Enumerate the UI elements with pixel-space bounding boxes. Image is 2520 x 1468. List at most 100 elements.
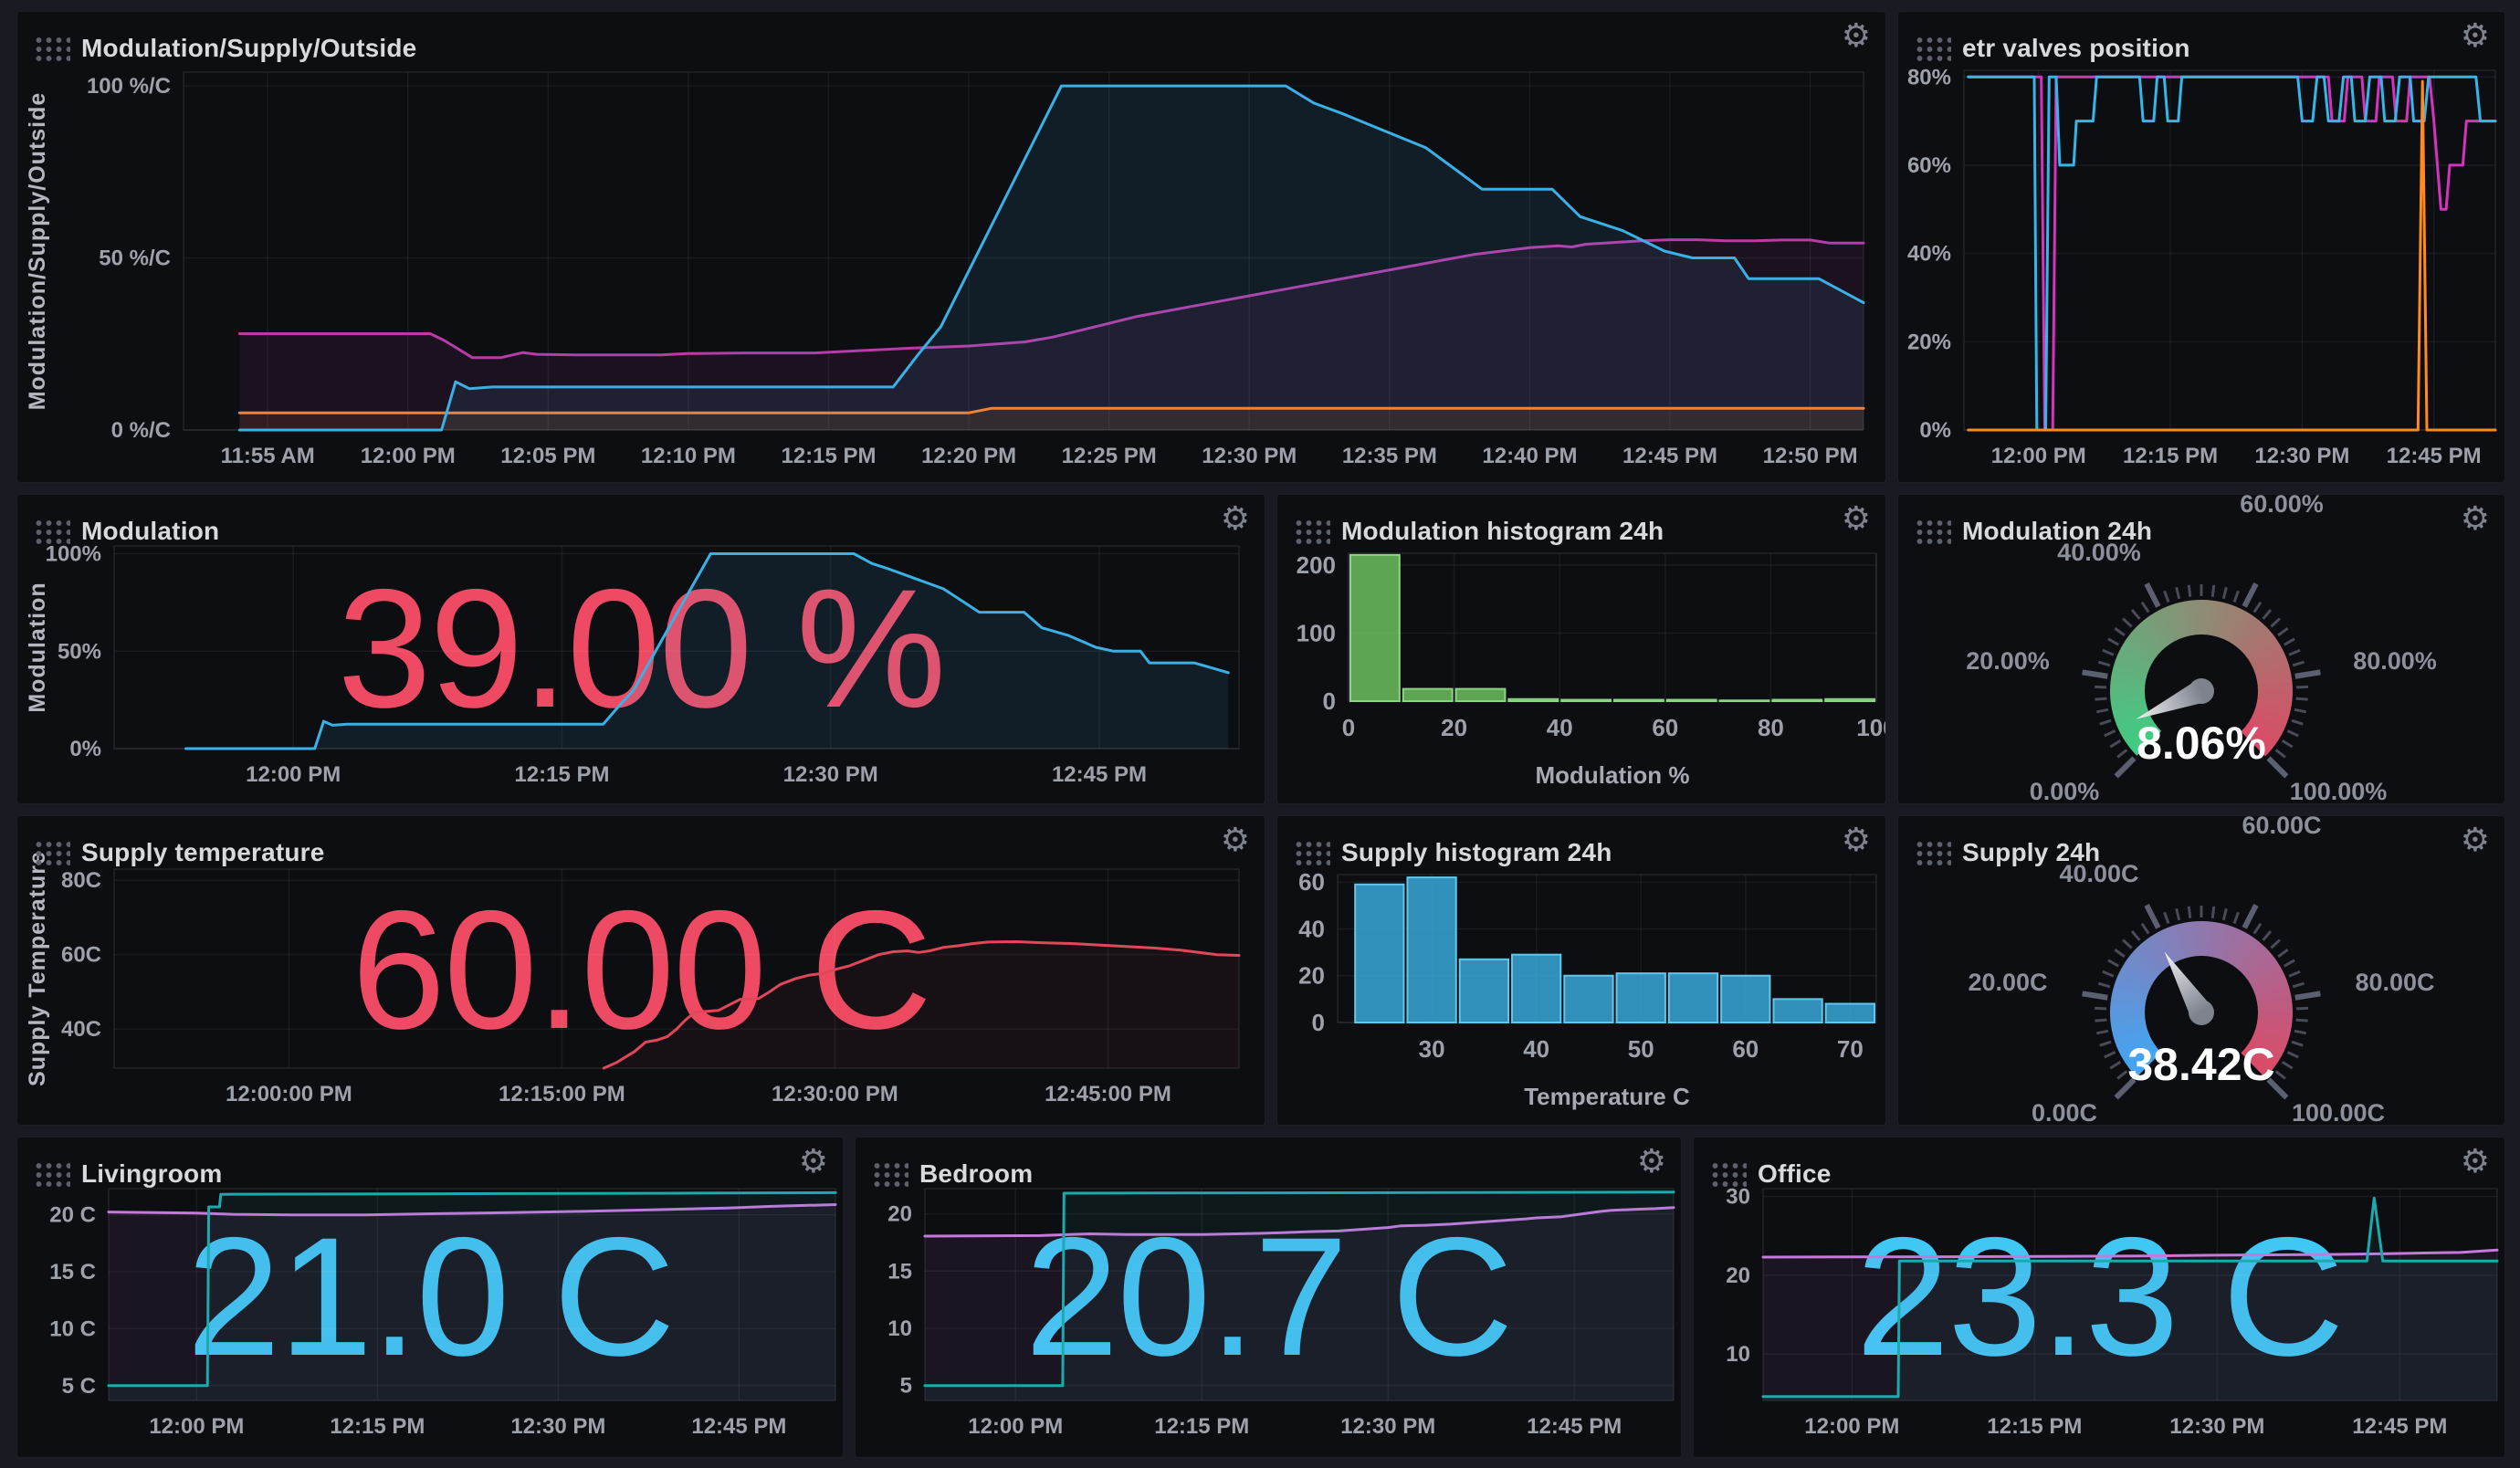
svg-text:12:15 PM: 12:15 PM [1987,1414,2082,1439]
svg-text:200: 200 [1297,551,1336,579]
drag-handle-icon[interactable] [1913,517,1951,546]
svg-text:60: 60 [1298,868,1325,896]
svg-text:30: 30 [1419,1035,1445,1063]
svg-text:70: 70 [1837,1035,1864,1063]
drag-handle-icon[interactable] [32,838,70,867]
svg-text:Modulation: Modulation [25,582,50,712]
svg-text:12:15 PM: 12:15 PM [330,1414,425,1439]
chart-office[interactable]: 12:00 PM 12:15 PM 12:30 PM 12:45 PM 10 20 30 [1694,1138,2504,1457]
drag-handle-icon[interactable] [32,34,70,63]
svg-text:40C: 40C [61,1017,101,1042]
gauge-modulation-24h[interactable]: 8.06% 0.00% 20.00% 40.00% 60.00% 80.00% 100.00… [1898,495,2504,803]
chart-supply-histogram[interactable]: 30 40 50 60 70 0 20 40 60 Temperature C [1277,816,1885,1125]
panel-etr-valves-position: 12:00 PM 12:15 PM 12:30 PM 12:45 PM 0% 20% 40%… [1897,11,2505,483]
svg-text:40: 40 [1523,1035,1549,1063]
gear-icon[interactable]: ⚙ [1841,16,1871,54]
svg-text:12:30 PM: 12:30 PM [510,1414,605,1439]
svg-text:12:45 PM: 12:45 PM [691,1414,786,1439]
panel-title[interactable]: Modulation/Supply/Outside [81,34,417,62]
svg-text:20: 20 [887,1202,912,1227]
svg-text:12:00:00 PM: 12:00:00 PM [226,1082,352,1106]
svg-text:100: 100 [1856,714,1885,741]
svg-text:80.00C: 80.00C [2355,969,2434,996]
svg-text:20.00C: 20.00C [1968,969,2047,996]
svg-text:80: 80 [1758,714,1784,741]
panel-title[interactable]: Livingroom [81,1159,223,1188]
svg-text:12:00 PM: 12:00 PM [968,1414,1063,1439]
svg-text:Temperature C: Temperature C [1524,1083,1690,1110]
svg-text:60C: 60C [61,943,101,968]
gear-icon[interactable]: ⚙ [1220,499,1250,537]
panel-title[interactable]: Modulation histogram 24h [1341,517,1664,545]
gear-icon[interactable]: ⚙ [1841,821,1871,858]
chart-supply-temperature[interactable]: 12:00:00 PM 12:15:00 PM 12:30:00 PM 12:45:0… [17,816,1265,1125]
panel-modulation-histogram: 0 20 40 60 80 100 0 100 200 Modulation % Modulati… [1276,494,1886,804]
drag-handle-icon[interactable] [1708,1159,1747,1189]
svg-text:12:00 PM: 12:00 PM [1804,1414,1899,1439]
gear-icon[interactable]: ⚙ [2460,16,2490,54]
chart-modulation-histogram[interactable]: 0 20 40 60 80 100 0 100 200 Modulation % [1277,495,1885,803]
svg-text:15 C: 15 C [49,1260,96,1284]
svg-text:12:30:00 PM: 12:30:00 PM [772,1082,898,1106]
panel-supply-gauge: 38.42C 0.00C 20.00C 40.00C 60.00C 80.00C 100.0… [1897,815,2505,1126]
svg-text:12:45 PM: 12:45 PM [1052,762,1147,787]
panel-title[interactable]: Modulation [81,517,220,545]
drag-handle-icon[interactable] [1292,517,1330,546]
gear-icon[interactable]: ⚙ [798,1142,828,1180]
gear-icon[interactable]: ⚙ [1636,1142,1666,1180]
svg-text:12:15 PM: 12:15 PM [781,444,876,468]
panel-title[interactable]: etr valves position [1962,34,2190,62]
gear-icon[interactable]: ⚙ [1220,821,1250,858]
chart-modulation[interactable]: 12:00 PM 12:15 PM 12:30 PM 12:45 PM 0% 50% 100… [17,495,1265,803]
panel-title[interactable]: Supply histogram 24h [1341,838,1612,866]
gear-icon[interactable]: ⚙ [2460,821,2490,858]
drag-handle-icon[interactable] [32,517,70,546]
svg-text:12:45 PM: 12:45 PM [2387,444,2482,468]
gear-icon[interactable]: ⚙ [2460,499,2490,537]
svg-text:12:30 PM: 12:30 PM [1340,1414,1435,1439]
gear-icon[interactable]: ⚙ [2460,1142,2490,1180]
panel-title[interactable]: Supply temperature [81,838,325,866]
svg-text:100 %/C: 100 %/C [87,74,171,99]
drag-handle-icon[interactable] [870,1159,908,1189]
panel-title[interactable]: Bedroom [919,1159,1034,1188]
panel-title[interactable]: Modulation 24h [1962,517,2153,545]
svg-text:5 C: 5 C [62,1374,96,1399]
panel-title[interactable]: Supply 24h [1962,838,2101,866]
chart-livingroom[interactable]: 12:00 PM 12:15 PM 12:30 PM 12:45 PM 5 C 10 C 1… [17,1138,843,1457]
svg-text:0 %/C: 0 %/C [111,418,171,443]
chart-etr-valves-position[interactable]: 12:00 PM 12:15 PM 12:30 PM 12:45 PM 0% 20% 40%… [1898,12,2504,482]
drag-handle-icon[interactable] [1292,838,1330,867]
gauge-supply-24h[interactable]: 38.42C 0.00C 20.00C 40.00C 60.00C 80.00C 100.0… [1898,816,2504,1125]
panel-modulation-supply-outside: 11:55 AM 12:00 PM 12:05 PM 12:10 PM 12:15 PM… [16,11,1886,483]
gear-icon[interactable]: ⚙ [1841,499,1871,537]
svg-text:12:45 PM: 12:45 PM [2352,1414,2447,1439]
svg-text:50: 50 [1628,1035,1654,1063]
svg-text:12:00 PM: 12:00 PM [149,1414,244,1439]
chart-modulation-supply-outside[interactable]: 11:55 AM 12:00 PM 12:05 PM 12:10 PM 12:15 PM… [17,12,1885,482]
svg-text:12:15 PM: 12:15 PM [1154,1414,1249,1439]
svg-text:12:30 PM: 12:30 PM [1202,444,1297,468]
svg-text:60: 60 [1652,714,1678,741]
svg-text:12:35 PM: 12:35 PM [1342,444,1437,468]
panel-modulation-gauge: 8.06% 0.00% 20.00% 40.00% 60.00% 80.00% 100.00… [1897,494,2505,804]
drag-handle-icon[interactable] [32,1159,70,1189]
svg-text:12:30 PM: 12:30 PM [2254,444,2349,468]
svg-text:0: 0 [1312,1009,1325,1036]
svg-text:5: 5 [900,1374,912,1399]
svg-text:100.00C: 100.00C [2292,1099,2385,1125]
svg-text:0%: 0% [1919,418,1951,443]
drag-handle-icon[interactable] [1913,34,1951,63]
svg-text:12:40 PM: 12:40 PM [1482,444,1577,468]
svg-text:12:00 PM: 12:00 PM [361,444,456,468]
panel-supply-histogram: 30 40 50 60 70 0 20 40 60 Temperature C Supply hi… [1276,815,1886,1126]
svg-text:80.00%: 80.00% [2353,647,2437,675]
svg-text:30: 30 [1726,1185,1750,1210]
svg-text:40%: 40% [1907,242,1951,267]
chart-bedroom[interactable]: 12:00 PM 12:15 PM 12:30 PM 12:45 PM 5 10 15 20 [856,1138,1681,1457]
panel-title[interactable]: Office [1758,1159,1832,1188]
svg-text:0.00C: 0.00C [2032,1099,2097,1125]
svg-text:80C: 80C [61,868,101,893]
drag-handle-icon[interactable] [1913,838,1951,867]
